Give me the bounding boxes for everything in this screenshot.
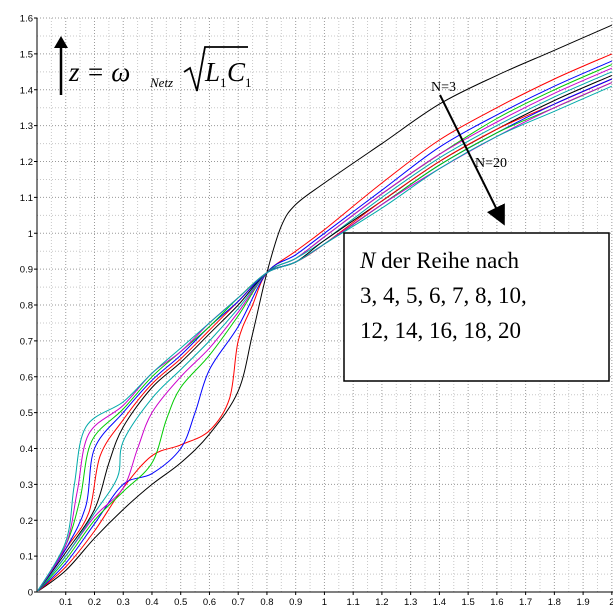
box-line-2: 3, 4, 5, 6, 7, 8, 10, bbox=[360, 283, 527, 308]
y-tick-label: 1.1 bbox=[20, 193, 33, 204]
x-tick-labels: 0.1 0.2 0.3 0.4 0.5 0.6 0.7 0.8 0.9 1 1.1 1.2 1.3 1.4… bbox=[59, 592, 613, 608]
x-tick-label: 1.6 bbox=[490, 597, 503, 608]
y-tick-label: 0.9 bbox=[20, 265, 33, 276]
x-tick-label: 1.3 bbox=[404, 597, 417, 608]
formula-lhs: z = ω bbox=[68, 57, 130, 87]
x-tick-label: 1.8 bbox=[548, 597, 561, 608]
annotation-box: N der Reihe nach 3, 4, 5, 6, 7, 8, 10, 1… bbox=[343, 232, 610, 382]
x-tick-label: 0.9 bbox=[289, 597, 302, 608]
x-tick-label: 1.1 bbox=[347, 597, 360, 608]
series-line-n-8 bbox=[37, 71, 613, 591]
y-tick-label: 1.3 bbox=[20, 121, 33, 132]
series-line-n-20 bbox=[37, 85, 612, 591]
x-tick-label: 0.4 bbox=[145, 597, 158, 608]
box-line-3: 12, 14, 16, 18, 20 bbox=[360, 318, 521, 343]
sqrt-sign bbox=[183, 46, 248, 92]
x-tick-label: 0.7 bbox=[232, 597, 245, 608]
y-tick-label: 0.5 bbox=[20, 408, 33, 419]
x-tick-label: 2 bbox=[609, 597, 613, 608]
formula-arrow-head bbox=[54, 36, 68, 48]
series-line-n-5 bbox=[37, 60, 612, 591]
label-n3: N=3 bbox=[431, 80, 456, 95]
y-tick-label: 0.3 bbox=[20, 480, 33, 491]
y-tick-label: 0.7 bbox=[20, 336, 33, 347]
y-tick-label: 1 bbox=[28, 229, 33, 240]
x-tick-label: 1.5 bbox=[462, 597, 475, 608]
curves bbox=[37, 24, 613, 591]
formula-subscript: Netz bbox=[149, 75, 173, 90]
y-tick-label: 1.4 bbox=[20, 85, 33, 96]
x-tick-label: 0.3 bbox=[117, 597, 130, 608]
formula-C: C bbox=[227, 57, 246, 87]
y-tick-label: 0.4 bbox=[20, 444, 33, 455]
x-tick-label: 1 bbox=[322, 597, 327, 608]
y-tick-labels: 0 0.1 0.2 0.3 0.4 0.5 0.6 0.7 0.8 0.9 1 1.1 1.2 1.3 1.… bbox=[20, 14, 37, 599]
formula-L-sub: 1 bbox=[220, 75, 227, 90]
y-tick-label: 1.6 bbox=[20, 14, 33, 25]
x-tick-label: 1.2 bbox=[375, 597, 388, 608]
x-tick-label: 1.7 bbox=[519, 597, 532, 608]
y-tick-label: 0.6 bbox=[20, 372, 33, 383]
x-tick-label: 0.1 bbox=[59, 597, 72, 608]
label-n20: N=20 bbox=[475, 156, 507, 171]
y-tick-label: 1.5 bbox=[20, 49, 33, 60]
x-tick-label: 1.4 bbox=[433, 597, 446, 608]
formula-L: L bbox=[204, 57, 220, 87]
y-tick-label: 0.2 bbox=[20, 516, 33, 527]
x-tick-label: 1.9 bbox=[576, 597, 589, 608]
series-line-n-3 bbox=[37, 24, 613, 591]
x-tick-label: 0.8 bbox=[260, 597, 273, 608]
formula: z = ω Netz L 1 C 1 bbox=[54, 36, 252, 95]
x-tick-label: 0.2 bbox=[88, 597, 101, 608]
y-tick-label: 0.1 bbox=[20, 552, 33, 563]
box-line-1: N der Reihe nach bbox=[359, 248, 520, 273]
formula-C-sub: 1 bbox=[245, 75, 252, 90]
y-tick-label: 0.8 bbox=[20, 301, 33, 312]
y-tick-label: 1.2 bbox=[20, 157, 33, 168]
x-tick-label: 0.6 bbox=[203, 597, 216, 608]
y-tick-label: 0 bbox=[28, 588, 33, 599]
n-direction-arrow bbox=[439, 94, 505, 226]
x-tick-label: 0.5 bbox=[174, 597, 187, 608]
